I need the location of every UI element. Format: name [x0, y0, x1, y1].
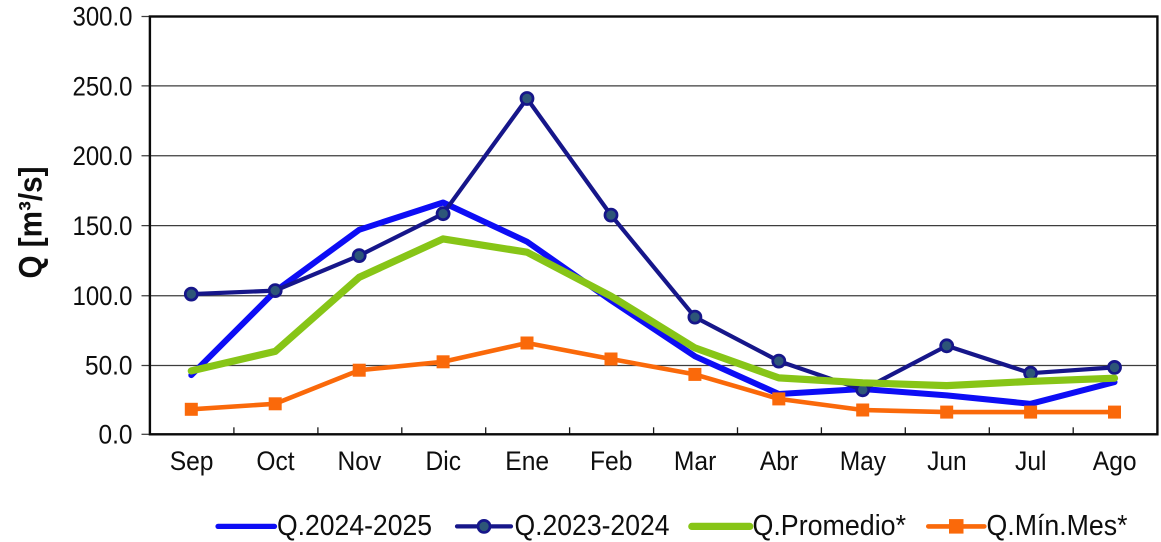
svg-text:Jun: Jun	[927, 446, 967, 476]
svg-text:Oct: Oct	[256, 446, 295, 476]
svg-text:Feb: Feb	[590, 446, 632, 476]
svg-text:150.0: 150.0	[73, 211, 133, 241]
svg-text:Ene: Ene	[505, 446, 549, 476]
svg-text:Nov: Nov	[338, 446, 382, 476]
svg-text:Mar: Mar	[674, 446, 717, 476]
svg-text:100.0: 100.0	[73, 281, 133, 311]
svg-text:Q.2023-2024: Q.2023-2024	[515, 510, 670, 542]
svg-text:Abr: Abr	[760, 446, 798, 476]
svg-text:Jul: Jul	[1015, 446, 1047, 476]
svg-text:Q [m³/s]: Q [m³/s]	[13, 167, 49, 279]
svg-text:50.0: 50.0	[85, 351, 133, 381]
svg-text:Dic: Dic	[426, 446, 462, 476]
svg-text:May: May	[840, 446, 887, 476]
svg-text:Sep: Sep	[170, 446, 214, 476]
svg-text:Q.2024-2025: Q.2024-2025	[277, 510, 432, 542]
svg-text:Q.Mín.Mes*: Q.Mín.Mes*	[987, 510, 1128, 542]
svg-text:Q.Promedio*: Q.Promedio*	[753, 510, 907, 542]
svg-text:200.0: 200.0	[73, 141, 133, 171]
svg-text:Ago: Ago	[1093, 446, 1137, 476]
svg-text:250.0: 250.0	[73, 71, 133, 101]
svg-text:0.0: 0.0	[99, 420, 133, 450]
svg-text:300.0: 300.0	[73, 1, 133, 31]
